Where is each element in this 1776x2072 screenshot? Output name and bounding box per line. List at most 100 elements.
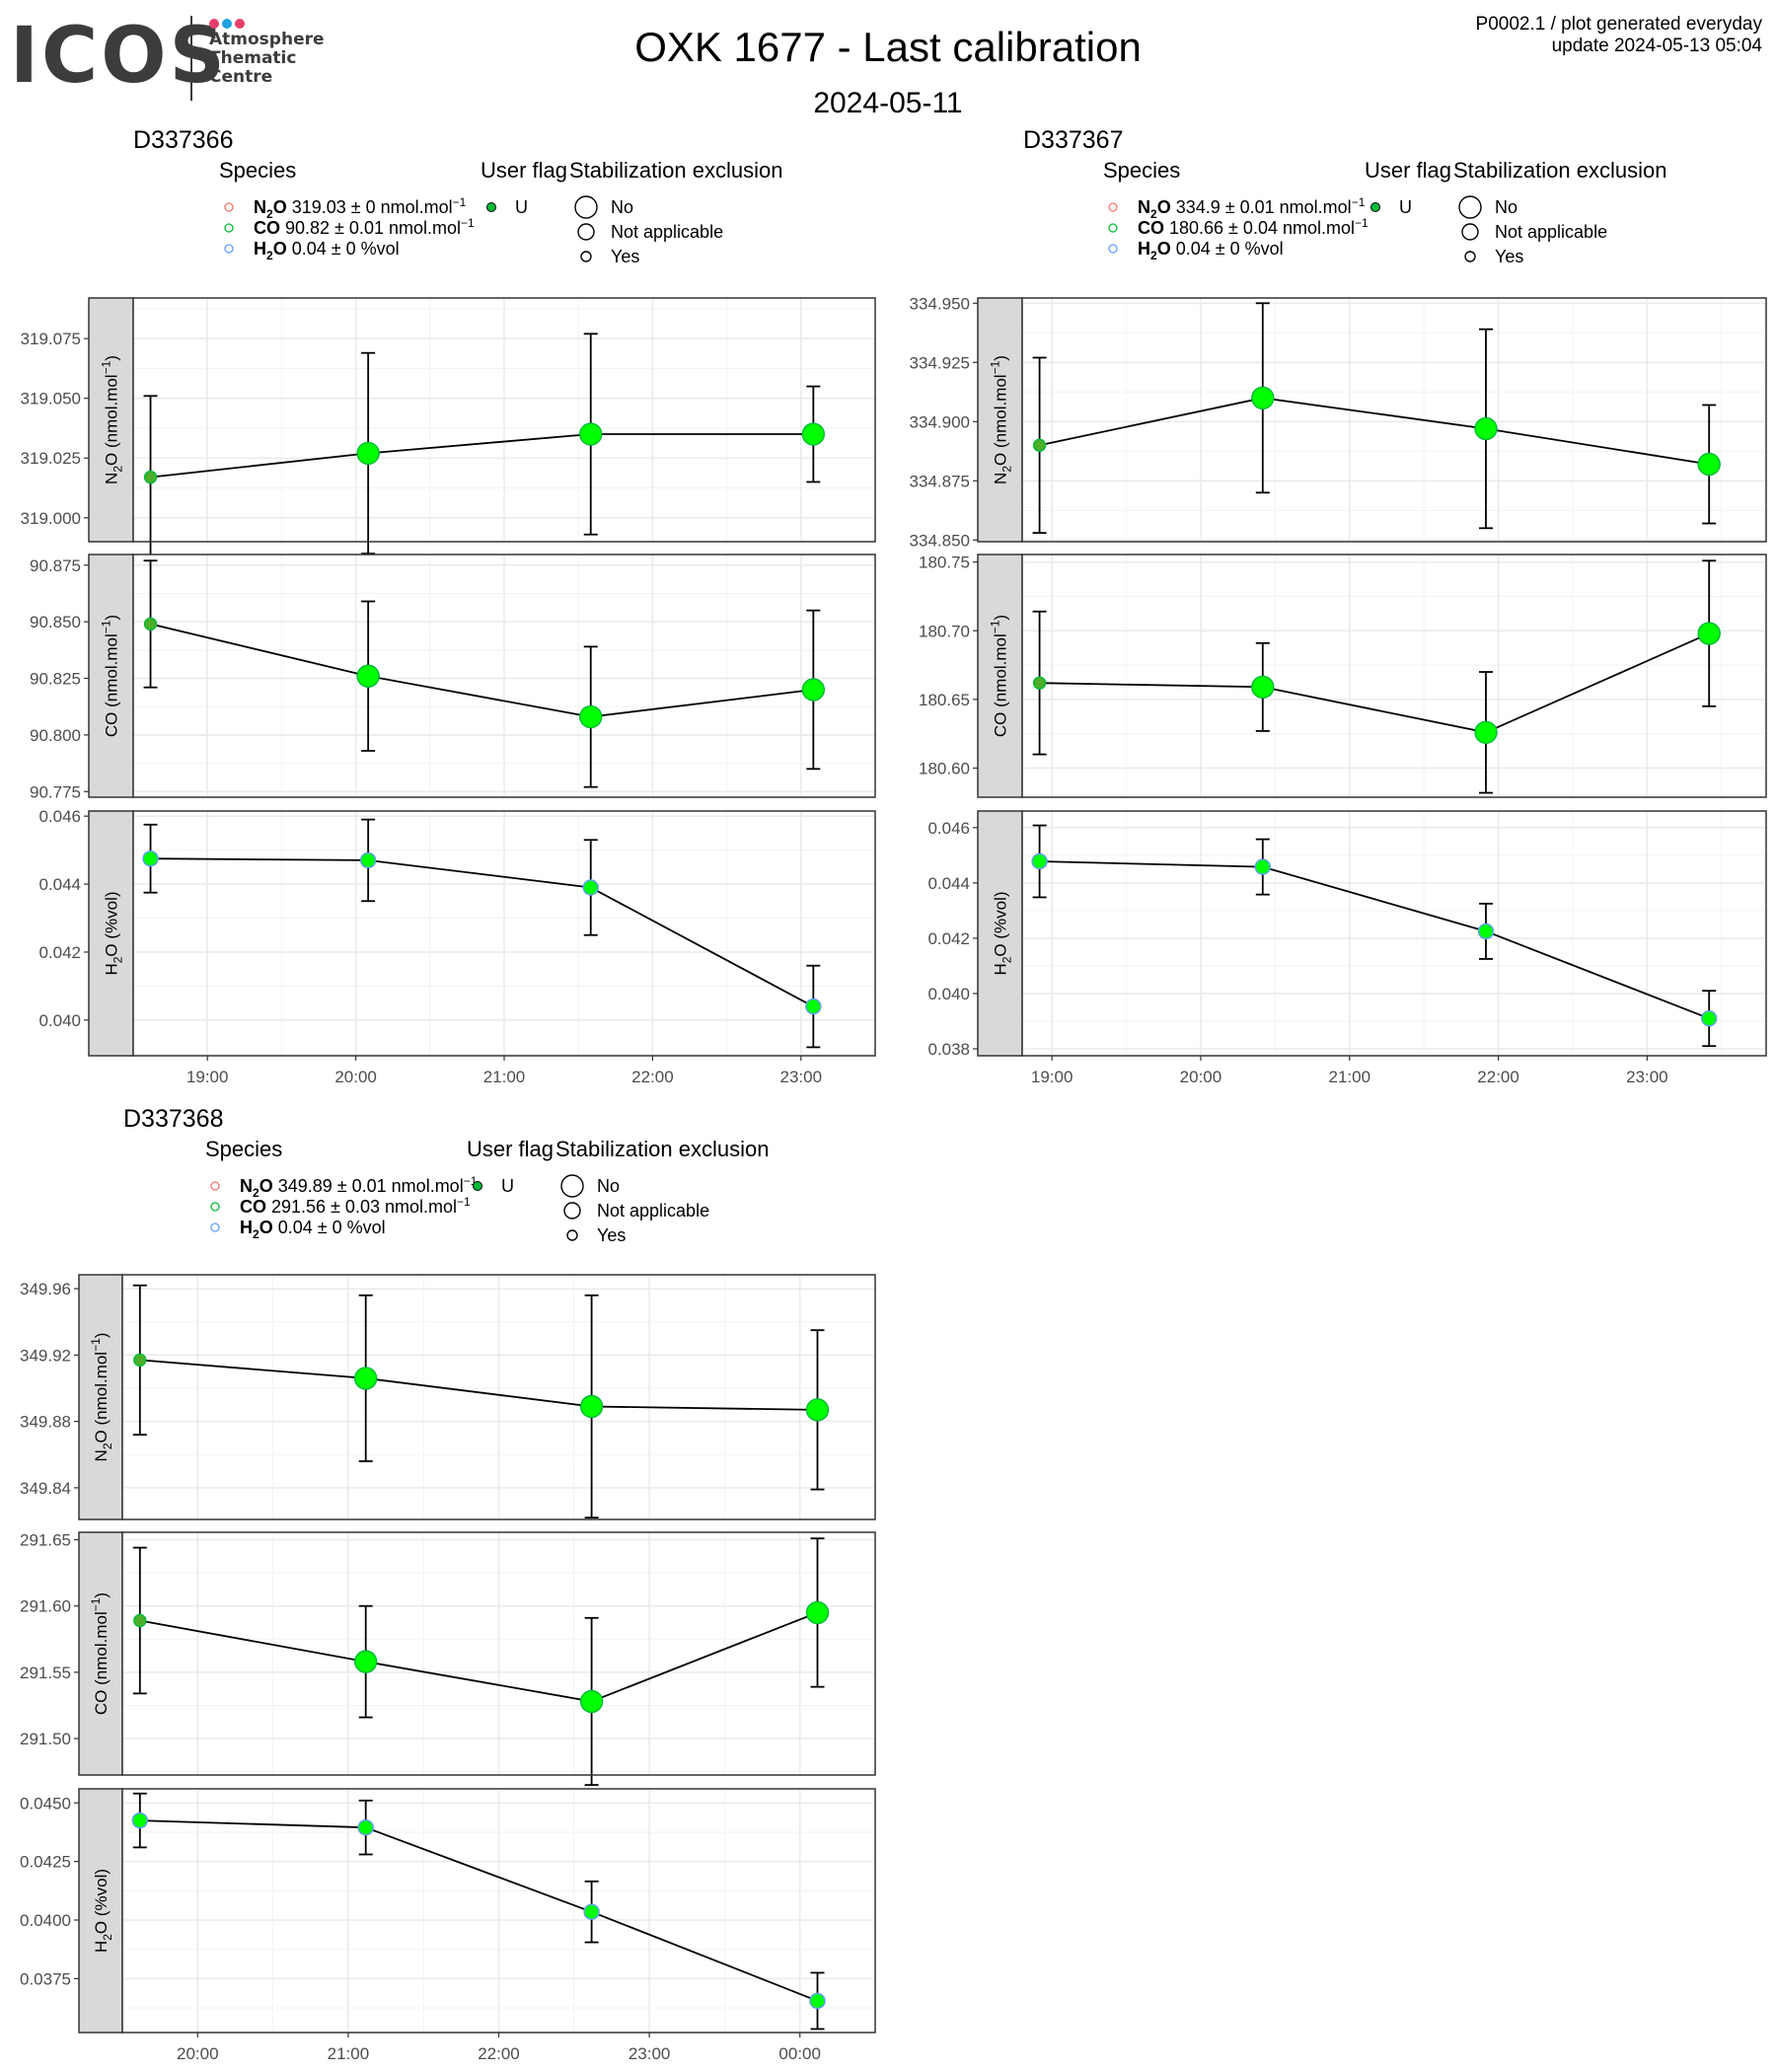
- species-key-icon: [1108, 223, 1118, 233]
- logo-subtitle: Atmosphere Thematic Centre: [209, 31, 325, 87]
- x-tick-label: 22:00: [631, 1068, 674, 1086]
- stabilization-key-icon: [566, 1229, 578, 1241]
- species-key-icon: [224, 244, 234, 254]
- facet: N2O (nmol.mol−1) 319.000 319.025 319.050 319…: [21, 297, 876, 559]
- x-tick-label: 20:00: [1180, 1068, 1222, 1086]
- logo-dot: [235, 19, 245, 29]
- facet-strip: [78, 1788, 123, 2034]
- panel-border: [132, 554, 876, 798]
- y-tick-label: 349.84: [20, 1479, 71, 1498]
- y-tick-label: 319.025: [21, 449, 81, 468]
- legend-species-item: H2O 0.04 ± 0 %vol: [1138, 239, 1284, 262]
- update-timestamp: update 2024-05-13 05:04: [1551, 36, 1762, 56]
- legend-stabilization-item: Yes: [597, 1225, 626, 1245]
- facet-strip: [78, 1274, 123, 1520]
- series-line: [1039, 397, 1710, 466]
- facet-y-label: CO (nmol.mol−1): [89, 1592, 111, 1715]
- x-tick-label: 23:00: [780, 1068, 823, 1086]
- facet-y-label: H2O (%vol): [992, 891, 1014, 975]
- legend-stabilization-item: No: [597, 1176, 620, 1196]
- data-point: [805, 1398, 830, 1422]
- y-tick-label: 0.040: [927, 985, 970, 1003]
- panel-border: [1021, 554, 1767, 798]
- y-tick-label: 0.046: [38, 807, 81, 826]
- x-tick-label: 23:00: [1626, 1068, 1668, 1086]
- y-tick-label: 90.800: [30, 726, 81, 745]
- facet-y-label: H2O (%vol): [92, 1869, 114, 1953]
- facet: CO (nmol.mol−1) 180.60 180.65 180.70 180.75: [919, 554, 1767, 798]
- legend-species-item: CO 291.56 ± 0.03 nmol.mol−1: [240, 1195, 471, 1217]
- y-tick-label: 319.000: [21, 509, 81, 528]
- series-line: [139, 1819, 818, 2002]
- facet-y-label: H2O (%vol): [103, 891, 125, 975]
- y-tick-label: 0.044: [927, 874, 970, 893]
- legend-species-item: N2O 319.03 ± 0 nmol.mol−1: [254, 195, 467, 221]
- y-tick-label: 0.044: [38, 875, 81, 894]
- y-tick-label: 0.0425: [20, 1853, 71, 1872]
- cylinder-id-title: D337368: [123, 1105, 223, 1133]
- y-tick-label: 0.040: [38, 1011, 81, 1030]
- species-key-icon: [210, 1222, 220, 1232]
- data-point: [1697, 452, 1721, 477]
- facet: H2O (%vol) 0.040 0.042 0.044 0.046: [38, 807, 876, 1057]
- data-point: [1700, 1009, 1718, 1027]
- data-point: [1032, 676, 1047, 690]
- legend-stabilization-title: Stabilization exclusion: [555, 1137, 769, 1161]
- y-tick-label: 319.075: [21, 330, 81, 348]
- panel-border: [132, 297, 876, 543]
- cylinder-id-title: D337366: [133, 126, 233, 154]
- y-tick-label: 334.925: [910, 353, 970, 372]
- logo-sub-line: Atmosphere: [209, 30, 325, 49]
- data-point: [359, 851, 377, 869]
- legend-stabilization-item: Yes: [1495, 247, 1523, 266]
- data-point: [1032, 438, 1047, 453]
- y-tick-label: 180.65: [919, 691, 970, 709]
- y-tick-label: 0.038: [927, 1040, 970, 1059]
- x-tick-label: 22:00: [478, 2044, 520, 2063]
- series-line: [1039, 632, 1710, 734]
- legend: Species User flag Stabilization exclusion N…: [1103, 158, 1666, 266]
- species-key-icon: [224, 223, 234, 233]
- series-line: [139, 1611, 818, 1703]
- legend-stabilization-title: Stabilization exclusion: [569, 158, 782, 183]
- x-tick-label: 21:00: [483, 1068, 526, 1086]
- series-line: [150, 433, 814, 479]
- facet-y-label: CO (nmol.mol−1): [100, 615, 121, 737]
- data-point: [133, 1613, 147, 1628]
- legend-stabilization-item: No: [1495, 197, 1517, 217]
- stabilization-key-icon: [560, 1174, 584, 1198]
- plot-background: [1022, 811, 1766, 1056]
- y-tick-label: 349.88: [20, 1413, 71, 1432]
- legend-flag-item: U: [1399, 197, 1412, 217]
- logo-dots-icon: [209, 16, 248, 34]
- stabilization-key-icon: [1461, 223, 1479, 241]
- data-point: [579, 1689, 604, 1714]
- panel-border: [1021, 297, 1767, 543]
- plot-background: [1022, 298, 1766, 542]
- y-tick-label: 291.60: [20, 1597, 71, 1616]
- icos-logo: ICOS: [10, 12, 228, 101]
- legend-species-item: N2O 334.9 ± 0.01 nmol.mol−1: [1138, 195, 1366, 221]
- y-tick-label: 0.0375: [20, 1969, 71, 1988]
- data-point: [354, 1367, 378, 1390]
- data-point: [1031, 852, 1048, 870]
- stabilization-key-icon: [563, 1202, 581, 1220]
- x-tick-label: 20:00: [334, 1068, 377, 1086]
- page-header: ICOS Atmosphere Thematic Centre OXK 1677…: [0, 0, 1776, 128]
- cylinder-id-title: D337367: [1023, 126, 1123, 154]
- x-tick-label: 22:00: [1477, 1068, 1519, 1086]
- facet-strip: [78, 1531, 123, 1776]
- species-key-icon: [1108, 202, 1118, 212]
- y-tick-label: 0.042: [38, 943, 81, 962]
- y-tick-label: 334.875: [910, 472, 970, 490]
- stabilization-key-icon: [580, 251, 592, 262]
- data-point: [131, 1812, 149, 1829]
- legend-flag-item: U: [515, 197, 528, 217]
- y-tick-label: 334.900: [910, 412, 970, 431]
- facet-y-label: N2O (nmol.mol−1): [989, 355, 1014, 484]
- legend-species-item: CO 90.82 ± 0.01 nmol.mol−1: [254, 216, 475, 238]
- legend-flag-title: User flag: [481, 158, 567, 183]
- flag-key-icon: [486, 202, 496, 212]
- series-line: [150, 857, 814, 1007]
